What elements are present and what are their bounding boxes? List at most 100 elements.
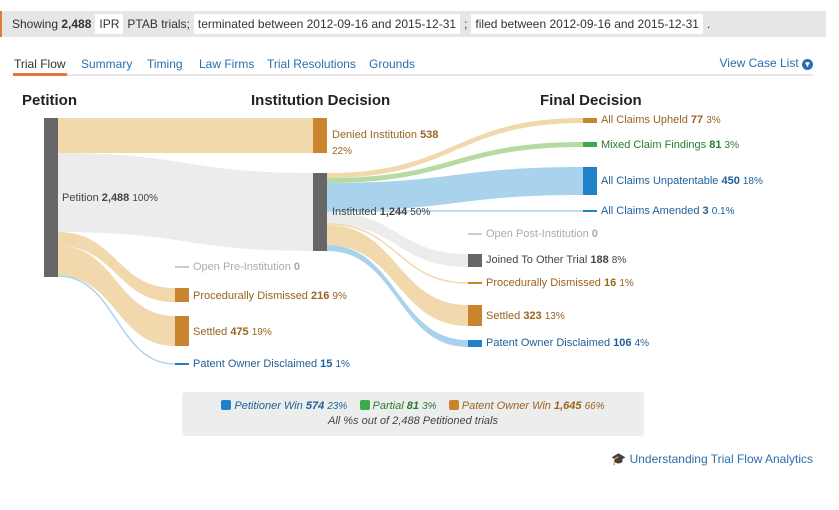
- node-label-proc_post[interactable]: Procedurally Dismissed 16 1%: [486, 277, 634, 289]
- arrow-down-circle-icon: ▼: [802, 59, 813, 70]
- filter-summary-bar: Showing 2,488 IPR PTAB trials; terminate…: [0, 11, 826, 37]
- node-label-upheld[interactable]: All Claims Upheld 77 3%: [601, 114, 721, 126]
- node-name: Open Pre-Institution: [193, 261, 291, 273]
- flow-proc-pre: [58, 232, 175, 302]
- node-count: 16: [604, 277, 617, 289]
- node-count: 106: [613, 337, 632, 349]
- node-count: 0: [293, 261, 301, 273]
- node-pct: 9%: [332, 291, 347, 302]
- partial-swatch-icon: [359, 400, 370, 410]
- node-name: Procedurally Dismissed: [486, 277, 601, 289]
- node-pct: 19%: [251, 327, 272, 338]
- node-label-mixed[interactable]: Mixed Claim Findings 81 3%: [601, 139, 739, 151]
- node-pct: 22%: [332, 146, 353, 157]
- node-name: Patent Owner Disclaimed: [486, 337, 611, 349]
- filter-chip-terminated[interactable]: terminated between 2012-09-16 and 2015-1…: [193, 14, 461, 34]
- node-label-pod_pre[interactable]: Patent Owner Disclaimed 15 1%: [193, 358, 350, 370]
- node-label-settled_post[interactable]: Settled 323 13%: [486, 310, 565, 322]
- node-bar-mixed: [583, 142, 597, 147]
- filter-separator: ;: [464, 17, 468, 31]
- node-count: 323: [523, 310, 542, 322]
- node-pct: 4%: [634, 338, 650, 349]
- flow-unpat: [327, 167, 583, 211]
- node-pct: 3%: [706, 115, 721, 126]
- node-count: 77: [690, 114, 704, 126]
- filter-suffix: PTAB trials;: [127, 17, 190, 31]
- node-count: 188: [590, 254, 609, 266]
- node-label-open_pre[interactable]: Open Pre-Institution 0: [193, 261, 300, 273]
- flow-denied: [58, 118, 313, 153]
- node-name: Denied Institution: [332, 129, 417, 141]
- node-count: 0: [591, 228, 598, 240]
- node-label-settled_pre[interactable]: Settled 475 19%: [193, 326, 272, 338]
- column-heading-final: Final Decision: [540, 92, 642, 109]
- legend-partial: Partial 81 3%: [359, 400, 437, 412]
- flow-proc-post: [326, 223, 469, 284]
- tab-summary[interactable]: Summary: [81, 57, 133, 71]
- view-case-list-label: View Case List: [719, 56, 799, 70]
- node-pct: 3%: [724, 140, 739, 151]
- legend-patent-owner-win: Patent Owner Win 1,645 66%: [448, 400, 605, 412]
- node-pct: 1%: [619, 278, 634, 289]
- understanding-trial-flow-link[interactable]: 🎓 Understanding Trial Flow Analytics: [611, 452, 813, 466]
- tab-timing[interactable]: Timing: [147, 57, 183, 71]
- node-name: Settled: [486, 310, 521, 322]
- node-count: 2,488: [101, 192, 130, 204]
- filter-end: .: [706, 17, 711, 31]
- node-label-amended[interactable]: All Claims Amended 3 0.1%: [601, 205, 734, 217]
- node-label-proc_pre[interactable]: Procedurally Dismissed 216 9%: [193, 290, 347, 302]
- node-count: 1,244: [379, 206, 408, 218]
- node-name: All Claims Upheld: [601, 114, 688, 126]
- node-bar-petition: [44, 118, 58, 277]
- filter-chip-type[interactable]: IPR: [95, 14, 124, 34]
- node-label-denied[interactable]: Denied Institution 538 22%: [332, 127, 438, 160]
- outcome-legend: Petitioner Win 574 23% Partial 81 3% Pat…: [182, 392, 644, 436]
- node-bar-instituted: [313, 173, 327, 251]
- tab-bar: Trial Flow Summary Timing Law Firms Tria…: [13, 56, 813, 76]
- node-name: Joined To Other Trial: [486, 254, 588, 266]
- node-name: Patent Owner Disclaimed: [193, 358, 318, 370]
- filter-chip-filed[interactable]: filed between 2012-09-16 and 2015-12-31: [471, 14, 703, 34]
- node-label-joined[interactable]: Joined To Other Trial 188 8%: [486, 254, 626, 266]
- node-count: 450: [721, 175, 740, 187]
- column-heading-institution: Institution Decision: [251, 92, 391, 109]
- legend-note: All %s out of 2,488 Petitioned trials: [328, 415, 498, 427]
- node-label-pod_post[interactable]: Patent Owner Disclaimed 106 4%: [486, 337, 649, 349]
- tab-trial-flow[interactable]: Trial Flow: [13, 57, 67, 76]
- node-count: 3: [702, 205, 709, 217]
- flow-settled-pre: [58, 246, 175, 346]
- owner-swatch-icon: [448, 400, 459, 410]
- tab-trial-resolutions[interactable]: Trial Resolutions: [267, 57, 356, 71]
- node-bar-proc_post: [468, 282, 482, 284]
- node-name: Petition: [62, 192, 99, 204]
- view-case-list-link[interactable]: View Case List ▼: [719, 56, 813, 70]
- node-label-open_post[interactable]: Open Post-Institution 0: [486, 228, 598, 240]
- node-label-petition[interactable]: Petition 2,488 100%: [62, 192, 158, 204]
- flow-mixed: [327, 142, 583, 183]
- flow-pod-post: [327, 245, 468, 347]
- node-pct: 8%: [611, 255, 627, 266]
- understanding-label: Understanding Trial Flow Analytics: [629, 452, 813, 466]
- node-name: Open Post-Institution: [486, 228, 589, 240]
- tab-law-firms[interactable]: Law Firms: [199, 57, 255, 71]
- node-label-instituted[interactable]: Instituted 1,244 50%: [332, 206, 430, 218]
- node-bar-joined: [468, 254, 482, 267]
- node-count: 475: [230, 326, 249, 338]
- node-bar-settled_post: [468, 305, 482, 326]
- flow-pod-pre: [57, 275, 176, 365]
- node-pct: 0.1%: [711, 206, 735, 217]
- node-label-unpat[interactable]: All Claims Unpatentable 450 18%: [601, 175, 763, 187]
- node-pct: 50%: [410, 207, 431, 218]
- node-pct: 100%: [132, 193, 158, 204]
- node-bar-open_post: [468, 233, 482, 235]
- node-pct: 13%: [544, 311, 565, 322]
- node-bar-settled_pre: [175, 316, 189, 346]
- node-bar-open_pre: [175, 266, 189, 268]
- node-count: 81: [709, 139, 722, 151]
- node-bar-denied: [313, 118, 327, 153]
- showing-label: Showing: [12, 17, 59, 31]
- flow-settled-post: [327, 225, 468, 326]
- tab-grounds[interactable]: Grounds: [369, 57, 416, 71]
- node-name: Instituted: [332, 206, 377, 218]
